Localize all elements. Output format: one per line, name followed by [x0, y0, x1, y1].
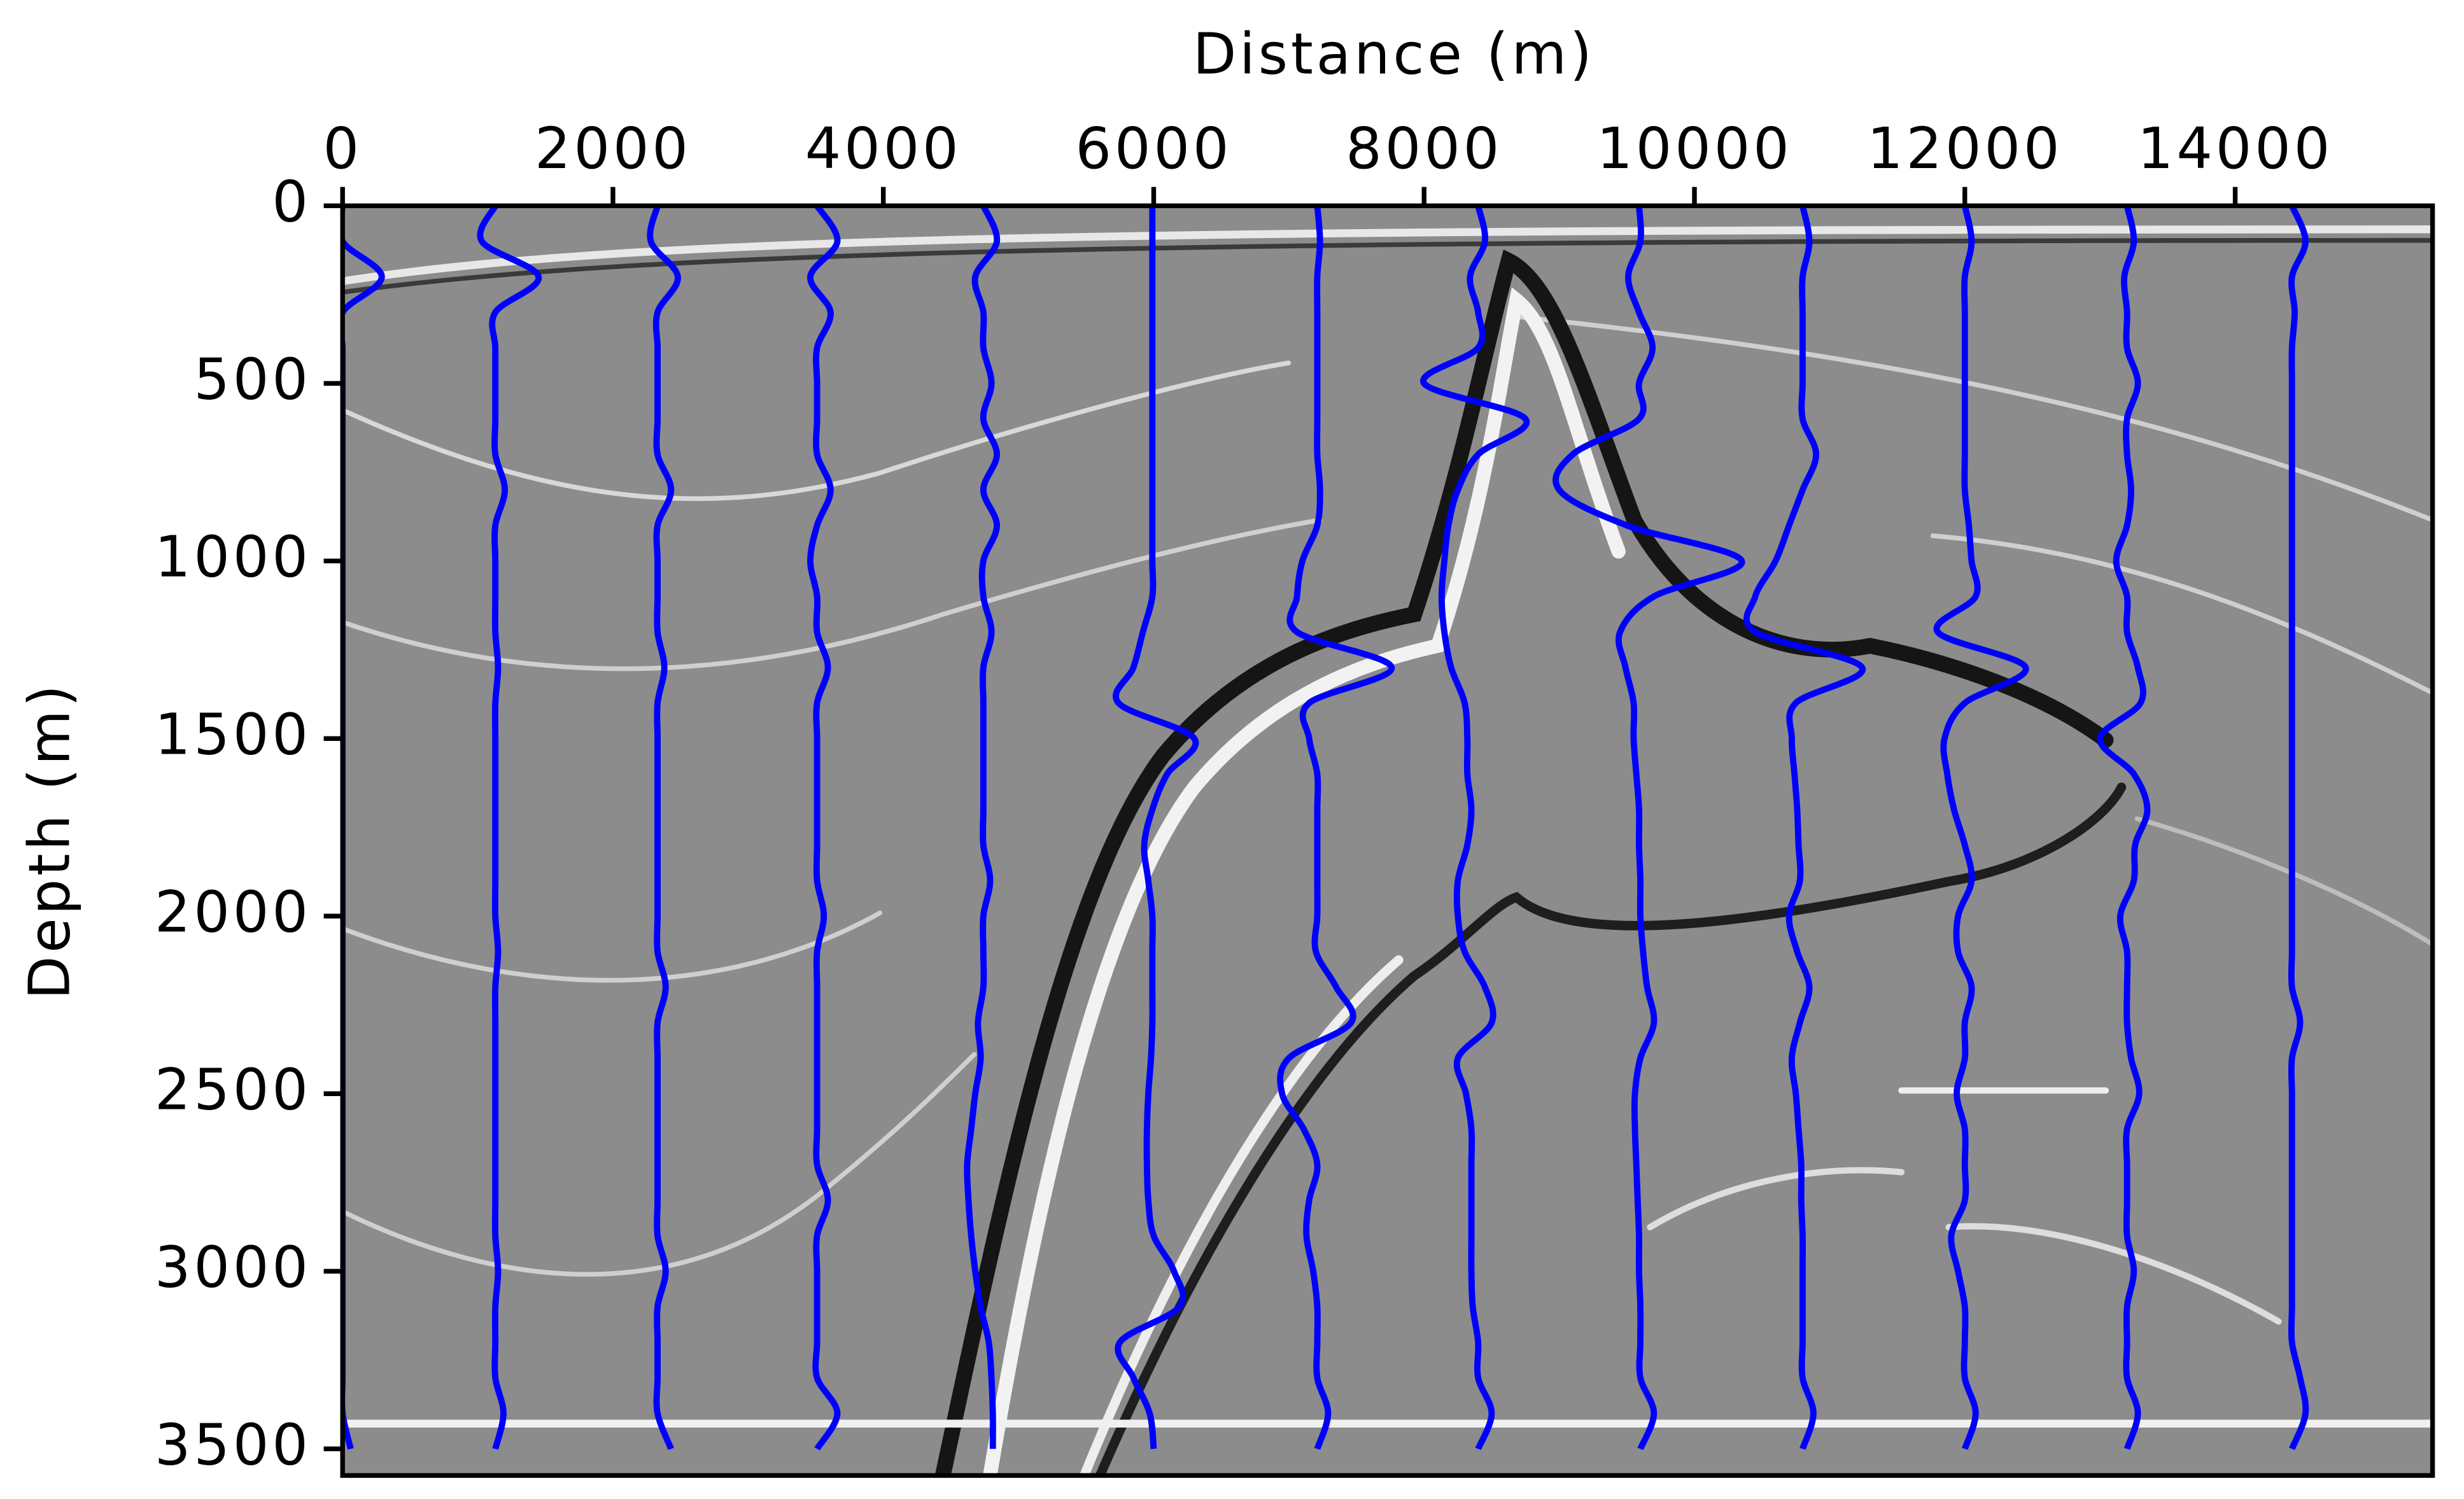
wiggle-trace: [964, 206, 1001, 1449]
tick-labels: 0 2000 4000 6000 8000 10000 12000 14000 0 500 1000…: [155, 116, 2333, 1478]
y-tick-label: 500: [194, 347, 311, 412]
wiggle-trace: [2097, 206, 2151, 1450]
y-tick-label: 2500: [155, 1057, 311, 1123]
wiggle-trace: [1552, 206, 1745, 1451]
ticks: [323, 186, 2238, 1451]
wiggle-trace: [2288, 206, 2309, 1451]
x-tick-label: 0: [323, 116, 362, 181]
x-tick-label: 6000: [1076, 116, 1232, 181]
y-tick-label: 0: [272, 169, 311, 235]
wiggle-trace: [647, 206, 681, 1451]
wiggle-trace: [1113, 206, 1199, 1449]
traces: [342, 206, 2309, 1451]
wiggle-trace: [1420, 206, 1530, 1451]
x-tick-label: 10000: [1596, 116, 1792, 181]
wiggle-trace: [477, 206, 542, 1450]
seismic-image: [342, 206, 2433, 1476]
wiggle-trace: [1933, 206, 2029, 1450]
x-tick-label: 4000: [805, 116, 962, 181]
plot-frame: [340, 203, 2435, 1478]
x-tick-label: 8000: [1346, 116, 1502, 181]
y-tick-label: 1500: [155, 702, 311, 768]
y-tick-label: 3000: [155, 1235, 311, 1300]
x-axis-label: Distance (m): [1193, 22, 1595, 87]
x-tick-label: 2000: [535, 116, 691, 181]
wiggle-trace: [1277, 206, 1395, 1450]
y-axis-label: Depth (m): [17, 682, 82, 999]
y-tick-label: 2000: [155, 880, 311, 945]
wiggle-trace: [1743, 206, 1866, 1450]
wiggle-trace: [807, 206, 841, 1451]
y-tick-label: 3500: [155, 1412, 311, 1478]
y-tick-label: 1000: [155, 524, 311, 590]
x-tick-label: 12000: [1867, 116, 2062, 181]
x-tick-label: 14000: [2137, 116, 2333, 181]
